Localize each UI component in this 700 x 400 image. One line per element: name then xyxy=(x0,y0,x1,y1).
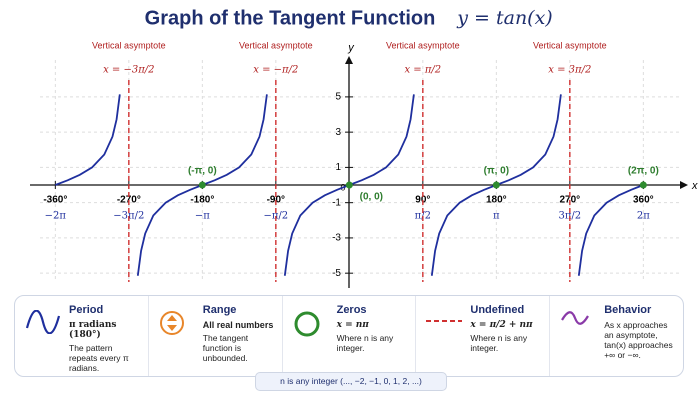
y-axis-label: y xyxy=(347,42,355,54)
card-title: Range xyxy=(202,304,237,316)
chart-title: Graph of the Tangent Function xyxy=(145,7,436,29)
card: Zeros x = nπ Where n is any integer. xyxy=(283,296,417,376)
zero-label: (2π, 0) xyxy=(628,166,659,177)
card-text: The tangent function is unbounded. xyxy=(202,333,249,363)
x-tick-radian-label: −2π xyxy=(45,211,67,222)
undefined-icon xyxy=(426,320,463,322)
card-title: Behavior xyxy=(604,304,652,316)
card-headline: π radians (180°) xyxy=(69,320,117,340)
y-tick-label: 1 xyxy=(335,162,341,173)
footer-note: n is any integer (..., −2, −1, 0, 1, 2, … xyxy=(255,372,447,391)
zero-label: (π, 0) xyxy=(484,166,509,177)
y-tick-label: -3 xyxy=(332,233,341,244)
card: Behavior As x approaches an asymptote, t… xyxy=(550,296,683,376)
info-cards: Period π radians (180°) The pattern repe… xyxy=(14,295,684,377)
card: Range All real numbers The tangent funct… xyxy=(149,296,283,376)
zero-label: (0, 0) xyxy=(360,192,383,203)
x-tick-radian-label: 2π xyxy=(637,211,650,222)
asymptote-label: Vertical asymptote xyxy=(386,40,460,50)
x-tick-label: -180° xyxy=(190,195,214,206)
zero-point xyxy=(492,181,500,189)
x-tick-label: -360° xyxy=(43,195,67,206)
zero-label: (-π, 0) xyxy=(188,166,217,177)
card-text: As x approaches an asymptote, tan(x) app… xyxy=(604,320,673,360)
x-tick-radian-label: −π xyxy=(195,211,210,222)
chart-subtitle: y = tan(x) xyxy=(456,7,552,29)
x-tick-label: 180° xyxy=(486,195,507,206)
asymptote-label: Vertical asymptote xyxy=(533,40,607,50)
asymptote-formula: x = 3π/2 xyxy=(548,65,591,76)
period-icon xyxy=(25,310,61,334)
card: Period π radians (180°) The pattern repe… xyxy=(15,296,149,376)
asymptote-label: Vertical asymptote xyxy=(92,40,166,50)
y-tick-label: -1 xyxy=(332,197,341,208)
card-text: Where n is any integer. xyxy=(336,333,394,353)
y-tick-label: 3 xyxy=(335,127,341,138)
x-tick-radian-label: π xyxy=(493,211,500,222)
x-arrow xyxy=(680,181,688,189)
card-text: The pattern repeats every π radians. xyxy=(69,343,129,373)
chart: Graph of the Tangent Function y = tan(x)… xyxy=(30,7,698,288)
card-title: Period xyxy=(69,304,104,316)
y-tick-label: 5 xyxy=(335,92,341,103)
zero-point xyxy=(198,181,206,189)
card-title: Zeros xyxy=(336,304,367,316)
y-tick-label: -5 xyxy=(332,268,341,279)
card: Undefined x = π/2 + nπ Where n is any in… xyxy=(416,296,551,376)
card-headline: All real numbers xyxy=(202,320,274,330)
asymptote-formula: x = −π/2 xyxy=(253,65,298,76)
card-text: Where n is any integer. xyxy=(470,333,528,353)
card-headline: x = nπ xyxy=(336,320,369,330)
card-title: Undefined xyxy=(470,304,525,316)
card-headline: x = π/2 + nπ xyxy=(470,320,533,330)
zeros-icon xyxy=(294,311,320,337)
range-icon xyxy=(159,311,184,335)
x-axis-label: x xyxy=(691,180,698,192)
x-tick-label: 360° xyxy=(633,195,654,206)
asymptote-formula: x = π/2 xyxy=(404,65,441,76)
asymptote-label: Vertical asymptote xyxy=(239,40,313,50)
y-arrow xyxy=(345,56,353,64)
zero-point xyxy=(345,181,353,189)
behavior-icon xyxy=(561,311,590,325)
zero-point xyxy=(639,181,647,189)
asymptote-formula: x = −3π/2 xyxy=(103,65,154,76)
